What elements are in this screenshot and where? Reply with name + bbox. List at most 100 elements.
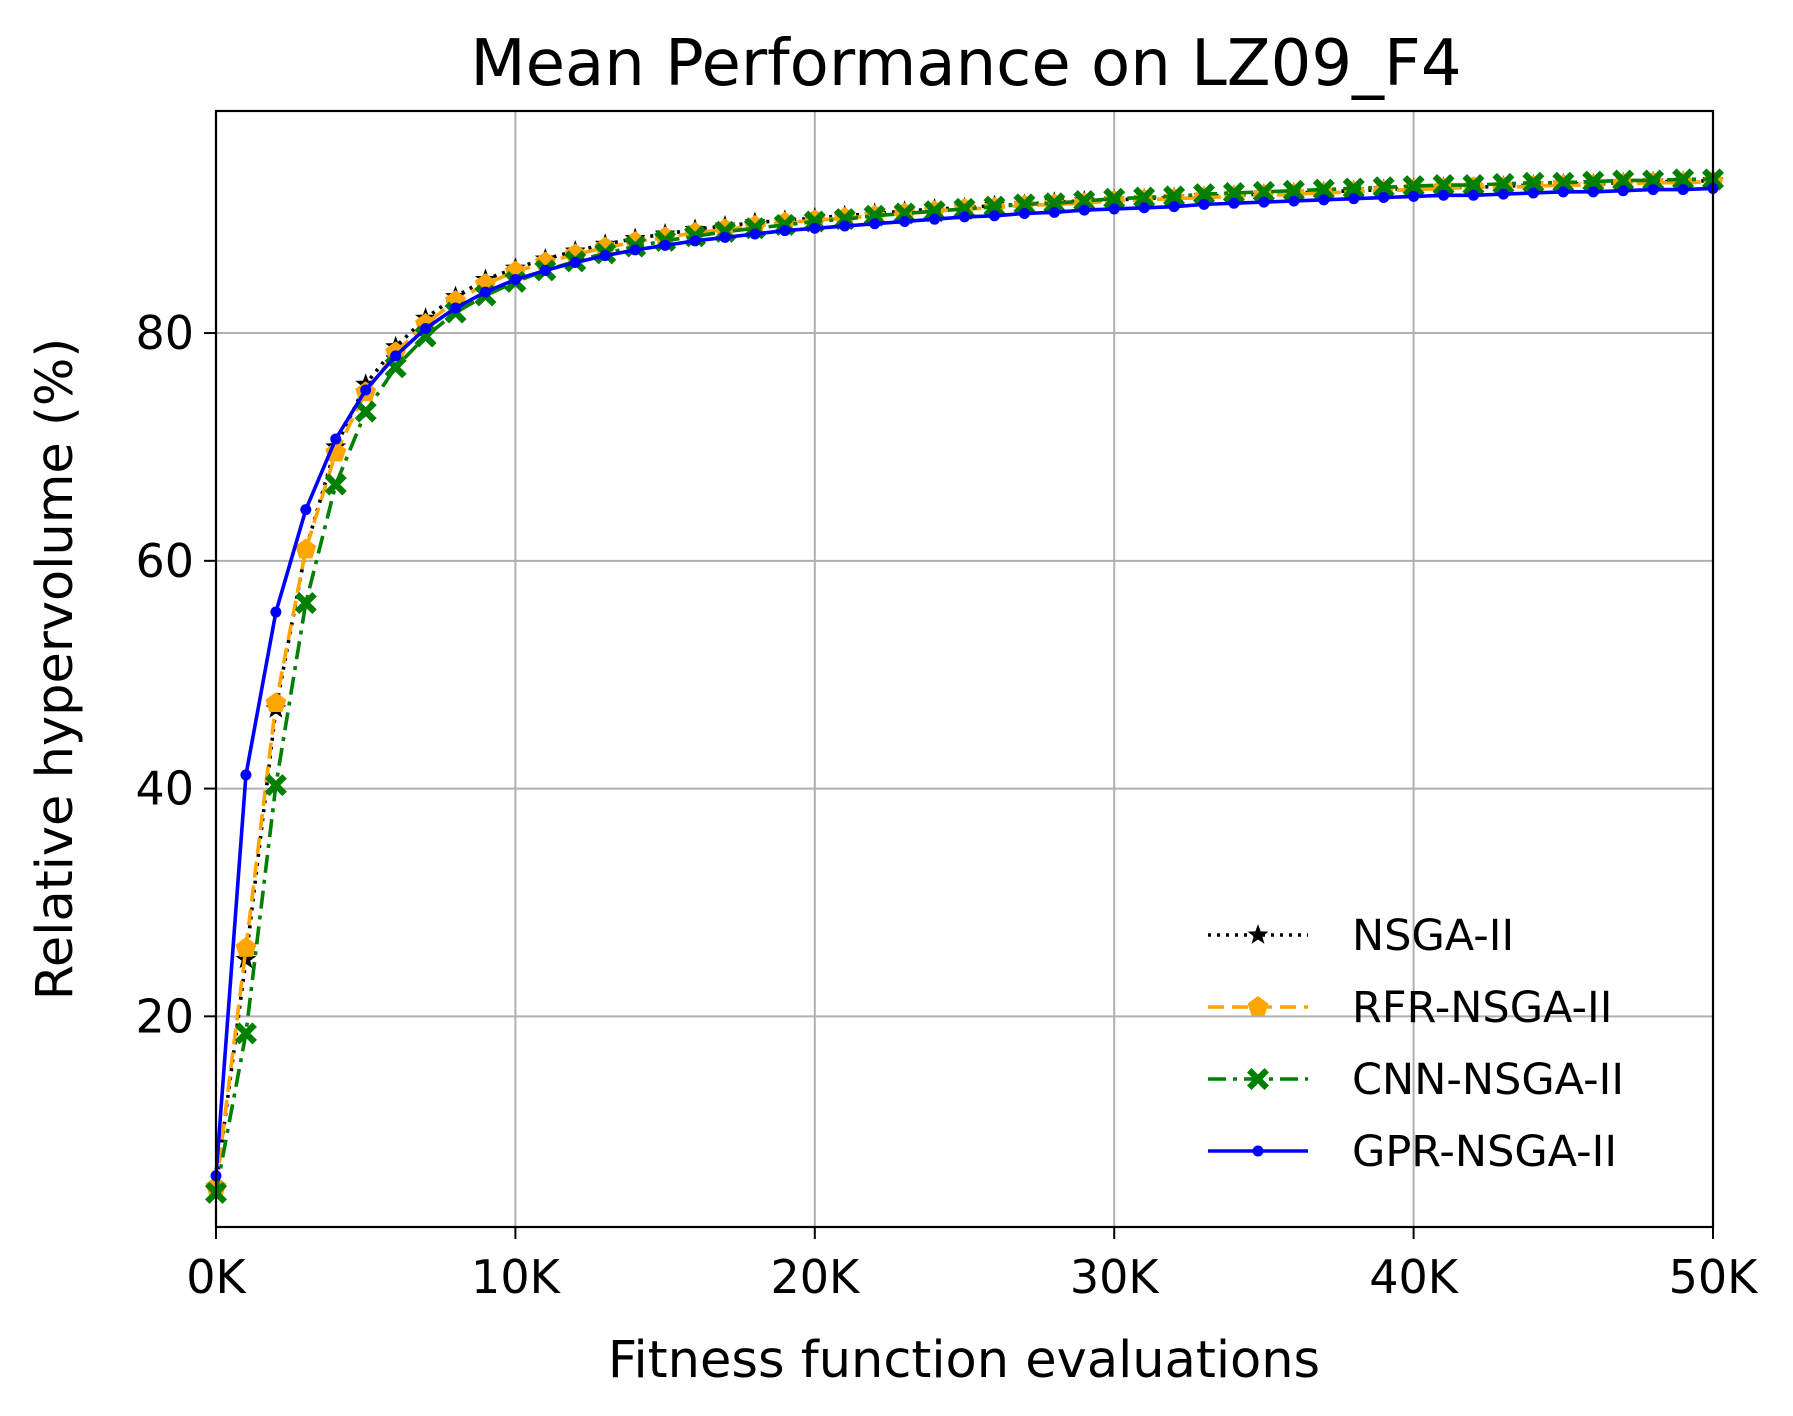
data-point bbox=[1438, 189, 1450, 201]
data-point bbox=[295, 538, 317, 559]
data-point bbox=[749, 228, 761, 240]
data-point bbox=[1522, 171, 1545, 194]
data-point bbox=[1108, 203, 1120, 215]
data-point bbox=[294, 591, 317, 614]
x-axis-label: Fitness function evaluations bbox=[608, 1331, 1320, 1390]
x-tick-label: 10K bbox=[471, 1250, 562, 1304]
data-point bbox=[1552, 171, 1575, 194]
data-point bbox=[1432, 174, 1455, 197]
data-point bbox=[1138, 202, 1150, 214]
series-layer bbox=[205, 168, 1724, 1204]
data-point bbox=[899, 215, 911, 227]
data-point bbox=[1282, 179, 1305, 202]
data-point bbox=[1288, 195, 1300, 207]
data-point bbox=[1497, 188, 1509, 200]
data-point bbox=[1492, 172, 1515, 195]
data-point bbox=[325, 441, 347, 462]
data-point bbox=[354, 400, 377, 423]
data-point bbox=[1467, 189, 1479, 201]
data-point bbox=[1617, 185, 1629, 197]
x-tick-label: 30K bbox=[1070, 1250, 1161, 1304]
data-point bbox=[390, 350, 402, 362]
y-tick-label: 20 bbox=[135, 989, 194, 1043]
data-point bbox=[719, 231, 731, 243]
legend-label: GPR-NSGA-II bbox=[1352, 1127, 1617, 1177]
data-point bbox=[1408, 190, 1420, 202]
data-point bbox=[1258, 196, 1270, 208]
data-point bbox=[264, 774, 287, 797]
y-tick-label: 80 bbox=[135, 306, 194, 360]
data-point bbox=[1527, 187, 1539, 199]
data-point bbox=[569, 256, 581, 268]
data-point bbox=[1073, 189, 1096, 212]
data-point bbox=[923, 200, 946, 223]
data-point bbox=[1677, 184, 1689, 196]
data-point bbox=[1048, 206, 1060, 218]
data-point bbox=[450, 302, 462, 314]
data-point bbox=[1103, 187, 1126, 210]
data-point bbox=[1013, 193, 1036, 216]
legend-marker bbox=[1247, 1068, 1269, 1090]
data-point bbox=[1312, 178, 1335, 201]
data-point bbox=[893, 202, 916, 225]
data-point bbox=[324, 473, 347, 496]
data-point bbox=[1193, 183, 1216, 206]
data-point bbox=[929, 213, 941, 225]
legend-marker bbox=[1252, 1145, 1264, 1157]
y-axis-label: Relative hypervolume (%) bbox=[26, 338, 85, 1001]
data-point bbox=[1222, 181, 1245, 204]
data-point bbox=[1587, 186, 1599, 198]
data-point bbox=[953, 197, 976, 220]
data-point bbox=[1342, 177, 1365, 200]
data-point bbox=[779, 225, 791, 237]
data-point bbox=[1198, 198, 1210, 210]
y-tick-label: 60 bbox=[135, 534, 194, 588]
data-point bbox=[1318, 194, 1330, 206]
data-point bbox=[265, 692, 287, 713]
x-tick-label: 20K bbox=[770, 1250, 861, 1304]
data-point bbox=[988, 210, 1000, 222]
data-point bbox=[1043, 192, 1066, 215]
data-point bbox=[809, 222, 821, 234]
data-point bbox=[1462, 174, 1485, 197]
data-point bbox=[869, 218, 881, 230]
data-point bbox=[360, 384, 372, 396]
legend-label: NSGA-II bbox=[1352, 911, 1514, 961]
data-point bbox=[629, 244, 641, 256]
data-point bbox=[270, 606, 282, 618]
data-point bbox=[1372, 176, 1395, 199]
axis-ticks: 0K 10K 20K 30K 40K 50K 20 40 60 80 bbox=[135, 306, 1759, 1304]
data-point bbox=[959, 211, 970, 223]
data-point bbox=[234, 1022, 257, 1045]
legend-marker bbox=[1247, 996, 1269, 1016]
data-point bbox=[509, 274, 521, 286]
data-point bbox=[539, 264, 551, 276]
data-point bbox=[599, 250, 611, 262]
y-tick-label: 40 bbox=[135, 762, 194, 816]
data-point bbox=[1672, 168, 1695, 191]
data-point bbox=[330, 433, 342, 445]
data-point bbox=[1168, 201, 1180, 213]
data-point bbox=[235, 937, 257, 957]
data-point bbox=[689, 235, 701, 247]
data-point bbox=[240, 769, 252, 781]
data-point bbox=[1348, 193, 1360, 205]
data-point bbox=[1252, 180, 1275, 203]
data-point bbox=[1378, 192, 1390, 204]
data-point bbox=[1018, 207, 1030, 219]
data-point bbox=[1133, 186, 1156, 209]
legend-marker bbox=[1247, 924, 1269, 944]
data-point bbox=[1228, 197, 1240, 209]
data-point bbox=[1557, 186, 1569, 198]
plot-frame bbox=[214, 109, 1715, 1229]
x-tick-label: 40K bbox=[1369, 1250, 1460, 1304]
data-point bbox=[479, 286, 491, 298]
data-point bbox=[1078, 204, 1090, 216]
legend-item: GPR-NSGA-II bbox=[1208, 1127, 1617, 1177]
x-tick-label: 50K bbox=[1669, 1250, 1760, 1304]
data-point bbox=[839, 220, 851, 232]
legend-label: CNN-NSGA-II bbox=[1352, 1055, 1624, 1105]
legend-item: CNN-NSGA-II bbox=[1208, 1055, 1624, 1105]
